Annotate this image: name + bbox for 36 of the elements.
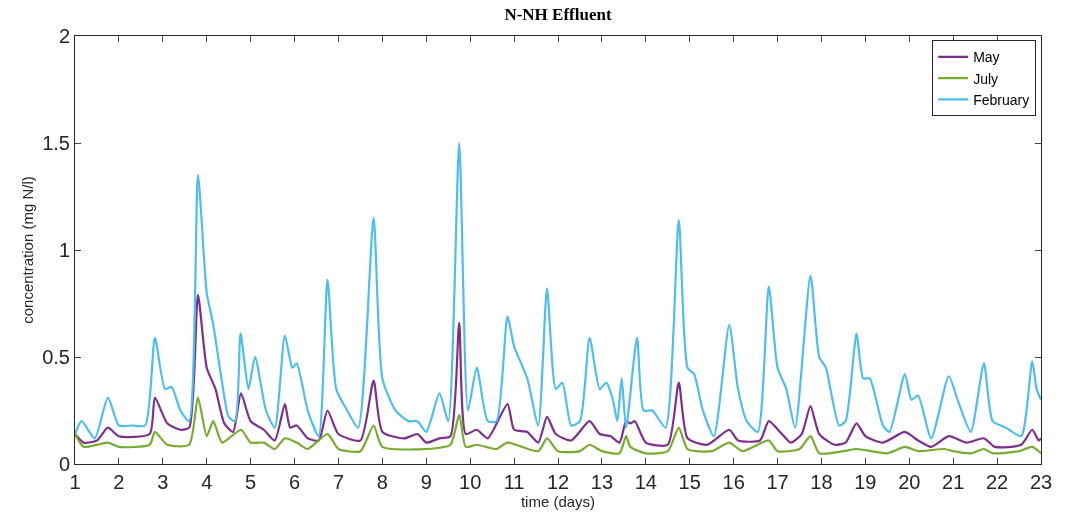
x-tick-label: 13: [590, 471, 614, 493]
x-axis-title: time (days): [520, 493, 596, 510]
line-series: [75, 396, 1041, 455]
line-series: [75, 293, 1041, 448]
y-axis-title: concentration (mg N/l): [19, 176, 37, 324]
x-tick-label: 7: [332, 471, 345, 493]
x-tick-label: 16: [722, 471, 745, 493]
y-tick-label: 1.5: [42, 132, 70, 154]
legend-label: July: [973, 70, 999, 87]
x-tick-label: 2: [113, 471, 125, 493]
x-tick-label: 22: [985, 471, 1009, 493]
y-tick-label: 1: [58, 239, 70, 261]
chart-title: N-NH Effluent: [504, 4, 612, 24]
x-tick-label: 8: [376, 471, 388, 493]
x-tick-label: 3: [157, 471, 169, 493]
x-tick-label: 18: [810, 471, 833, 493]
legend-label: May: [973, 49, 1000, 66]
x-tick-label: 15: [678, 471, 701, 493]
x-tick-label: 10: [459, 471, 482, 493]
x-tick-label: 23: [1029, 471, 1053, 493]
x-tick-label: 17: [766, 471, 789, 493]
legend-label: February: [973, 91, 1030, 108]
x-tick-label: 20: [898, 471, 921, 493]
y-tick-label: 0: [58, 453, 70, 475]
x-tick-label: 14: [634, 471, 657, 493]
x-tick-label: 19: [854, 471, 877, 493]
x-tick-label: 6: [288, 471, 301, 493]
x-tick-label: 9: [420, 471, 432, 493]
x-tick-label: 4: [201, 471, 213, 493]
x-tick-label: 5: [245, 471, 257, 493]
y-tick-label: 2: [58, 25, 70, 47]
x-tick-label: 12: [546, 471, 570, 493]
x-tick-label: 11: [503, 471, 525, 493]
y-tick-label: 0.5: [42, 346, 70, 368]
line-series: [75, 141, 1041, 440]
x-tick-label: 21: [942, 471, 965, 493]
